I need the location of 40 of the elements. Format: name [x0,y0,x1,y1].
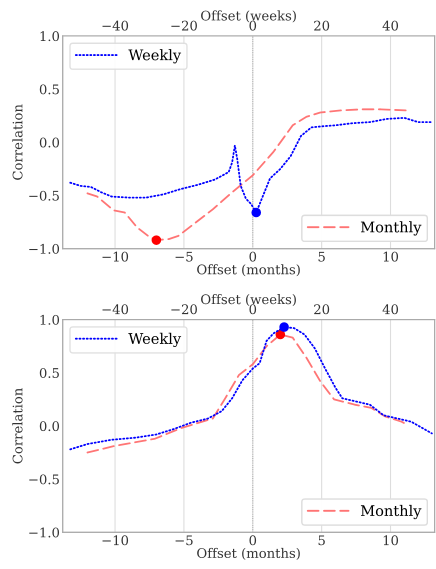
x2-tick-label: −20 [171,304,197,314]
x2-tick-label: 40 [382,20,398,31]
y-tick-label: −0.5 [29,190,59,201]
x-tick-label: 10 [384,535,398,546]
y-tick-label: 0.0 [40,421,60,432]
x2-tick-label: 20 [314,304,330,314]
x-tick-label: 0 [249,535,256,546]
legend-label: Monthly [360,504,422,520]
y-axis-title: Correlation [12,388,23,464]
y-tick-label: 1.0 [40,314,60,325]
x2-tick-label: −40 [102,20,128,31]
y-tick-label: 0.5 [40,368,59,378]
y-tick-label: 0.0 [40,138,60,148]
x2-axis-title: Offset (weeks) [201,294,296,306]
legend-label: Weekly [128,49,182,64]
x-axis-title: Offset (months) [197,264,300,276]
x2-tick-label: 20 [314,20,330,31]
y-tick-label: −0.5 [29,474,59,484]
x2-tick-label: −40 [102,304,128,314]
y-tick-label: 1.0 [40,31,60,42]
x-tick-label: 5 [318,252,325,262]
x-tick-label: 10 [384,252,398,262]
x-tick-label: −5 [176,535,193,546]
legend-label: Weekly [128,332,182,348]
x-tick-label: −10 [102,252,128,262]
x2-tick-label: −20 [171,20,197,31]
y-tick-label: 0.5 [40,84,59,94]
x2-tick-label: 40 [382,304,398,314]
x2-tick-label: 0 [249,304,256,314]
legend-label: Monthly [360,221,422,236]
x-tick-label: −5 [176,252,193,262]
x-tick-label: 5 [318,535,325,546]
x-tick-label: 0 [249,252,256,262]
x-axis-title: Offset (months) [197,548,300,560]
y-axis-title: Correlation [12,104,23,180]
y-tick-label: −1.0 [29,528,60,538]
y-tick-label: −1.0 [29,244,60,254]
x2-tick-label: 0 [249,20,256,31]
x2-axis-title: Offset (weeks) [201,10,296,22]
x-tick-label: −10 [102,535,128,546]
